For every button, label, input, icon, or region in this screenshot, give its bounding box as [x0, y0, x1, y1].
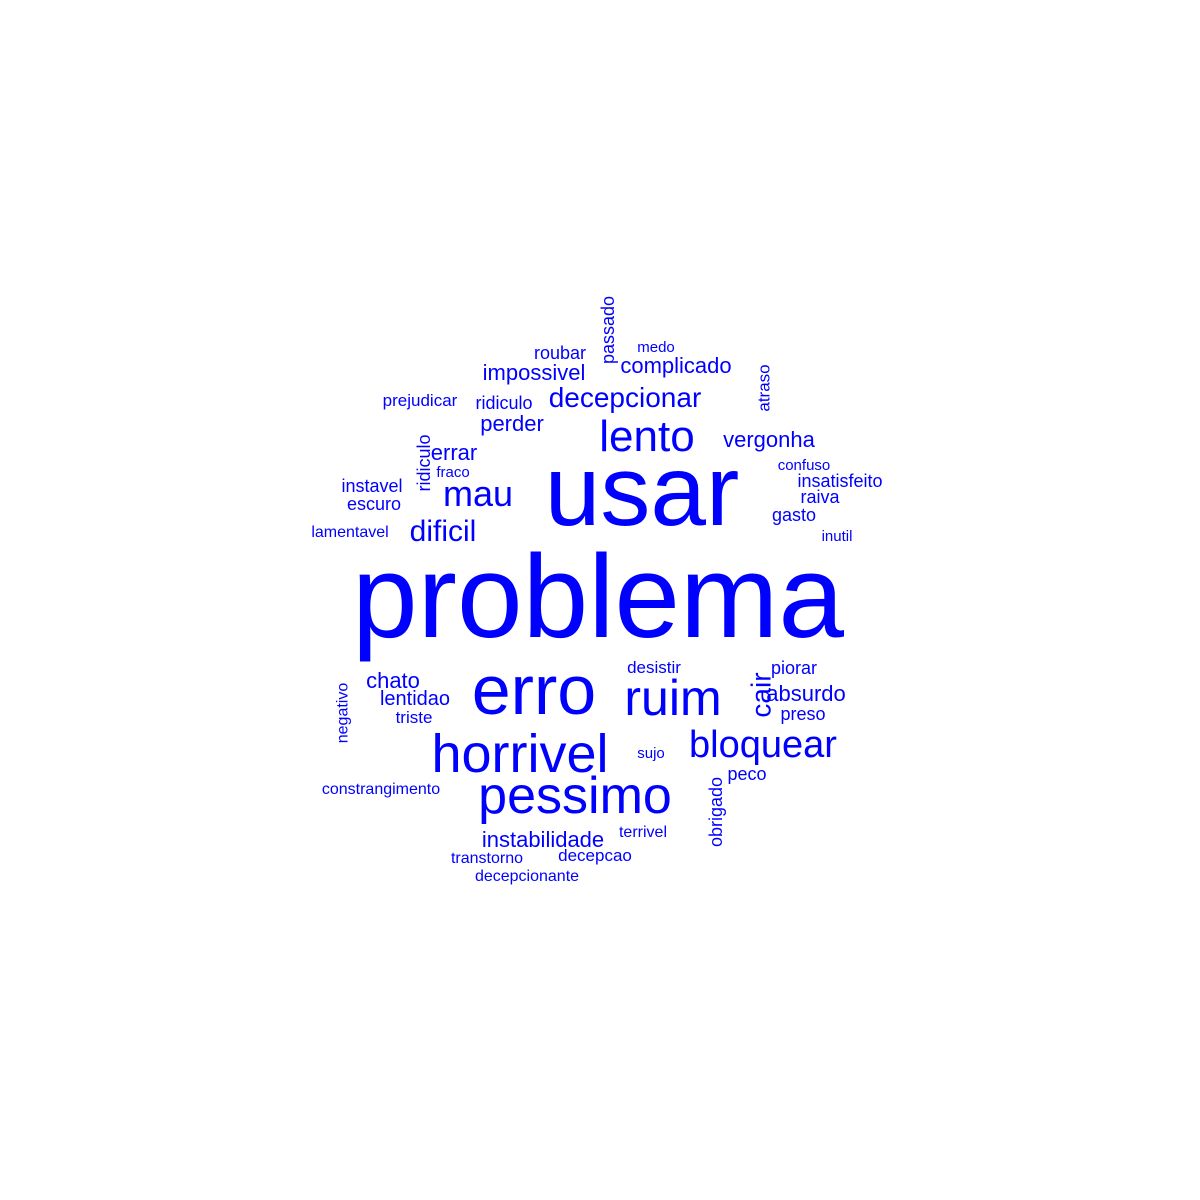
word-bloquear: bloquear [689, 724, 837, 766]
word-problema: problema [352, 531, 844, 663]
word-decepcionante: decepcionante [475, 868, 579, 885]
word-preso: preso [780, 704, 825, 724]
word-decepcionar: decepcionar [549, 382, 702, 413]
word-gasto: gasto [772, 505, 816, 525]
word-cair: cair [746, 672, 777, 717]
word-errar: errar [431, 440, 477, 465]
word-confuso: confuso [778, 457, 831, 474]
word-ridiculo: ridiculo [475, 393, 532, 413]
word-raiva: raiva [800, 487, 840, 507]
word-roubar: roubar [534, 343, 586, 363]
word-impossivel: impossivel [483, 360, 586, 385]
word-medo: medo [637, 339, 675, 356]
word-passado: passado [598, 296, 618, 364]
word-triste: triste [396, 708, 433, 727]
word-usar: usar [545, 435, 740, 547]
word-absurdo: absurdo [766, 681, 846, 706]
word-atraso: atraso [755, 364, 774, 411]
word-obrigado: obrigado [706, 777, 726, 847]
word-fraco: fraco [436, 464, 469, 481]
word-lamentavel: lamentavel [311, 524, 388, 541]
word-perder: perder [480, 411, 544, 436]
word-chato: chato [366, 668, 420, 693]
word-pessimo: pessimo [478, 767, 672, 825]
word-escuro: escuro [347, 494, 401, 514]
word-inutil: inutil [822, 528, 853, 545]
word-horrivel: horrivel [431, 724, 608, 784]
word-sujo: sujo [637, 745, 665, 762]
word-negativo: negativo [335, 683, 352, 744]
word-decepcao: decepcao [558, 846, 632, 865]
word-constrangimento: constrangimento [322, 781, 440, 798]
word-transtorno: transtorno [451, 850, 523, 867]
word-ruim: ruim [624, 670, 721, 726]
word-ridiculo: ridiculo [414, 434, 434, 491]
word-peco: peco [727, 764, 766, 784]
word-terrivel: terrivel [619, 824, 667, 841]
word-piorar: piorar [771, 658, 817, 678]
word-mau: mau [443, 473, 513, 514]
word-vergonha: vergonha [723, 427, 816, 452]
word-erro: erro [472, 651, 596, 729]
word-instabilidade: instabilidade [482, 827, 604, 852]
word-complicado: complicado [620, 353, 731, 378]
word-lentidao: lentidao [380, 688, 450, 710]
word-prejudicar: prejudicar [383, 391, 458, 410]
word-lento: lento [599, 412, 694, 461]
word-insatisfeito: insatisfeito [797, 471, 882, 491]
word-dificil: dificil [410, 515, 477, 548]
word-instavel: instavel [341, 476, 402, 496]
word-desistir: desistir [627, 658, 681, 677]
